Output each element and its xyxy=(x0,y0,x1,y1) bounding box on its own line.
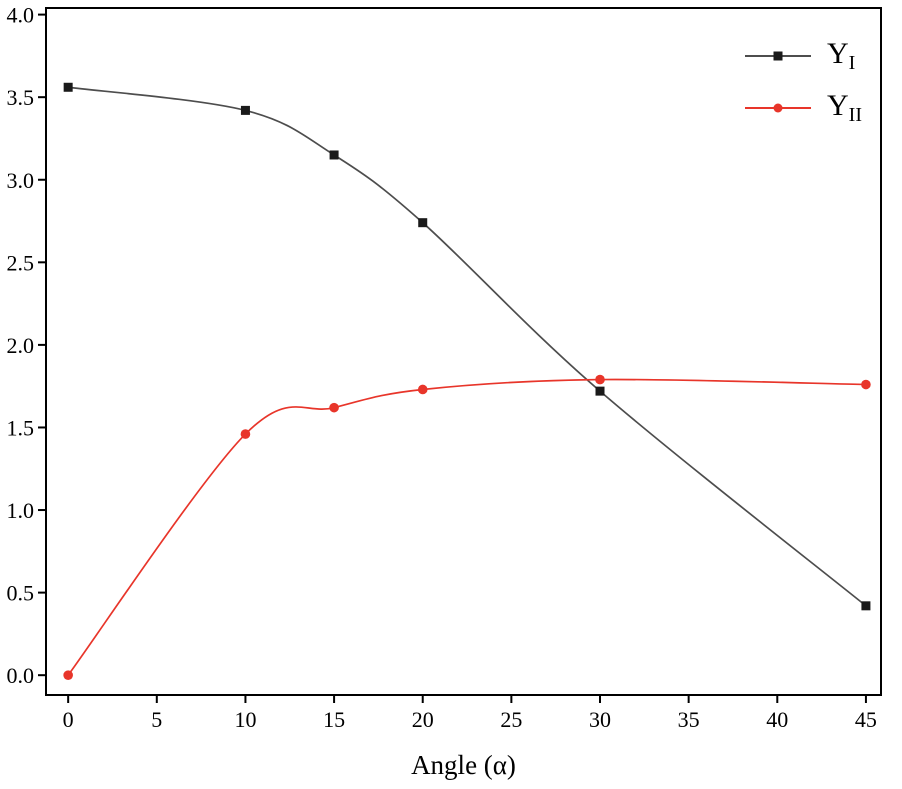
series-0-square-marker xyxy=(240,105,250,115)
x-tick-label: 40 xyxy=(766,707,788,732)
series-0-square-marker xyxy=(595,386,605,396)
x-tick-label: 20 xyxy=(412,707,434,732)
legend-label-series-1: YI xyxy=(827,37,856,74)
y-tick-label: 3.5 xyxy=(7,85,35,110)
series-0-square-marker xyxy=(329,150,339,160)
legend-label-subscript: II xyxy=(848,104,862,126)
x-tick-label: 30 xyxy=(589,707,611,732)
y-tick-label: 3.0 xyxy=(7,168,35,193)
x-tick-label: 0 xyxy=(63,707,74,732)
legend-line-sample-series-2 xyxy=(745,102,811,114)
y-tick-label: 1.5 xyxy=(7,415,35,440)
series-line-1 xyxy=(67,378,866,676)
x-tick-label: 35 xyxy=(678,707,700,732)
legend: YI YII xyxy=(745,33,862,131)
y-tick-label: 0.0 xyxy=(7,663,35,688)
x-axis-label: Angle (α) xyxy=(411,750,516,780)
legend-item-series-1: YI xyxy=(745,33,862,79)
x-tick-label: 25 xyxy=(500,707,522,732)
series-1-circle-marker xyxy=(329,402,339,413)
series-0-square-marker xyxy=(418,218,428,228)
legend-item-series-2: YII xyxy=(745,85,862,131)
series-0-square-marker xyxy=(861,601,871,611)
series-0-square-marker xyxy=(63,82,73,92)
y-tick-label: 4.0 xyxy=(7,3,35,28)
x-tick-label: 15 xyxy=(323,707,345,732)
legend-label-main: Y xyxy=(827,37,849,70)
legend-label-subscript: I xyxy=(848,52,856,74)
y-tick-label: 0.5 xyxy=(7,581,35,606)
legend-square-marker-icon xyxy=(773,51,783,61)
y-tick-label: 2.5 xyxy=(7,250,35,275)
y-tick-label: 2.0 xyxy=(7,333,35,358)
legend-label-series-2: YII xyxy=(827,89,862,126)
x-tick-label: 45 xyxy=(855,707,877,732)
legend-circle-marker-icon xyxy=(773,103,783,113)
series-1-circle-marker xyxy=(595,374,605,385)
series-1-circle-marker xyxy=(240,429,251,439)
x-tick-label: 10 xyxy=(234,707,256,732)
series-1-circle-marker xyxy=(861,379,871,390)
legend-line-sample-series-1 xyxy=(745,50,811,62)
series-1-circle-marker xyxy=(417,384,428,395)
x-tick-label: 5 xyxy=(151,707,162,732)
series-line-0 xyxy=(68,86,867,607)
plot-border xyxy=(45,7,882,696)
y-tick-label: 1.0 xyxy=(7,498,35,523)
series-1-circle-marker xyxy=(63,670,73,680)
legend-label-main: Y xyxy=(827,89,849,122)
